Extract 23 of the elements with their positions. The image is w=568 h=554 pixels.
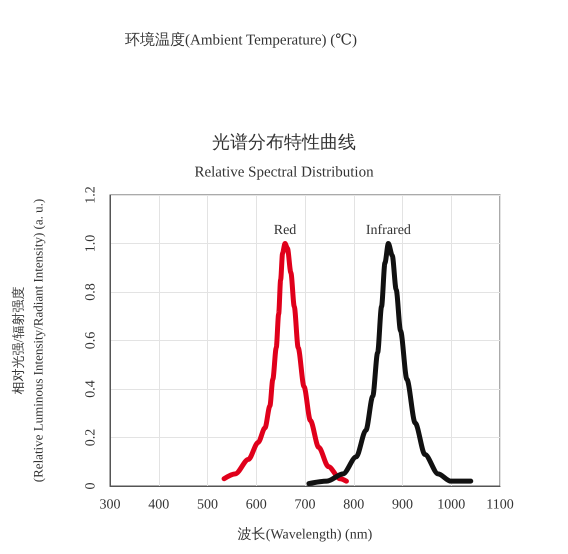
y-tick-label: 0.8	[84, 283, 98, 301]
y-tick-label: 0.4	[84, 380, 98, 398]
x-tick-label: 900	[392, 498, 413, 512]
chart-title: 光谱分布特性曲线	[212, 132, 356, 152]
y-axis-title: 相对光强/辐射强度 (Relative Luminous Intensity/Radiant Intensity) (a. u.)	[10, 198, 46, 482]
x-tick-label: 700	[294, 498, 316, 512]
x-tick-label: 400	[148, 498, 170, 512]
y-tick-label: 1.2	[84, 186, 98, 204]
x-tick-label: 600	[246, 498, 267, 512]
series-label: Red	[274, 223, 296, 238]
chart-subtitle: Relative Spectral Distribution	[194, 164, 374, 180]
y-tick-label: 0.6	[84, 332, 98, 350]
x-tick-label: 1000	[437, 498, 466, 512]
y-tick-label: 0.2	[84, 428, 98, 446]
y-tick-label: 1.0	[84, 234, 98, 252]
x-tick-label: 1100	[486, 498, 514, 512]
x-tick-label: 800	[343, 498, 364, 512]
x-tick-label: 300	[100, 498, 120, 512]
y-tick-label: 0	[84, 482, 98, 490]
x-tick-label: 500	[197, 498, 218, 512]
series-label: Infrared	[366, 223, 411, 238]
x-axis-title: 波长(Wavelength) (nm)	[238, 526, 373, 542]
text: 环境温度(Ambient Temperature) (℃)	[125, 32, 358, 48]
